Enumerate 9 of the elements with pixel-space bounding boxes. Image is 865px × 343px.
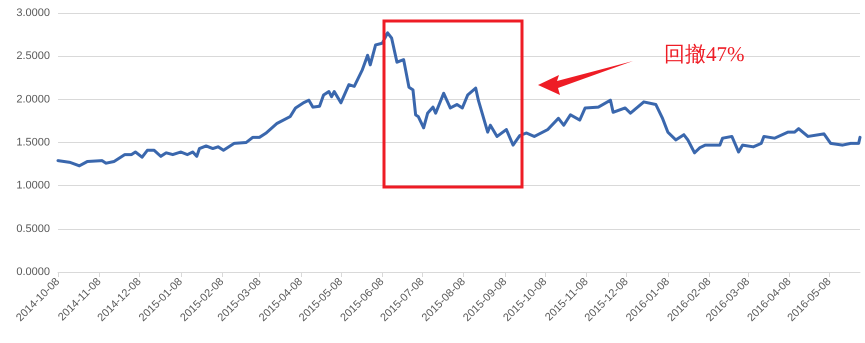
line-series xyxy=(56,31,862,168)
y-tick-label: 2.0000 xyxy=(16,93,50,106)
y-tick-label: 2.5000 xyxy=(16,50,50,62)
y-tick-label: 1.0000 xyxy=(16,180,50,192)
y-tick-label: 3.0000 xyxy=(16,7,50,19)
y-tick-label: 0.0000 xyxy=(16,266,50,278)
y-tick-label: 0.5000 xyxy=(16,222,50,235)
annotation: 回撤47% xyxy=(664,41,744,68)
y-tick-label: 1.5000 xyxy=(16,136,50,148)
